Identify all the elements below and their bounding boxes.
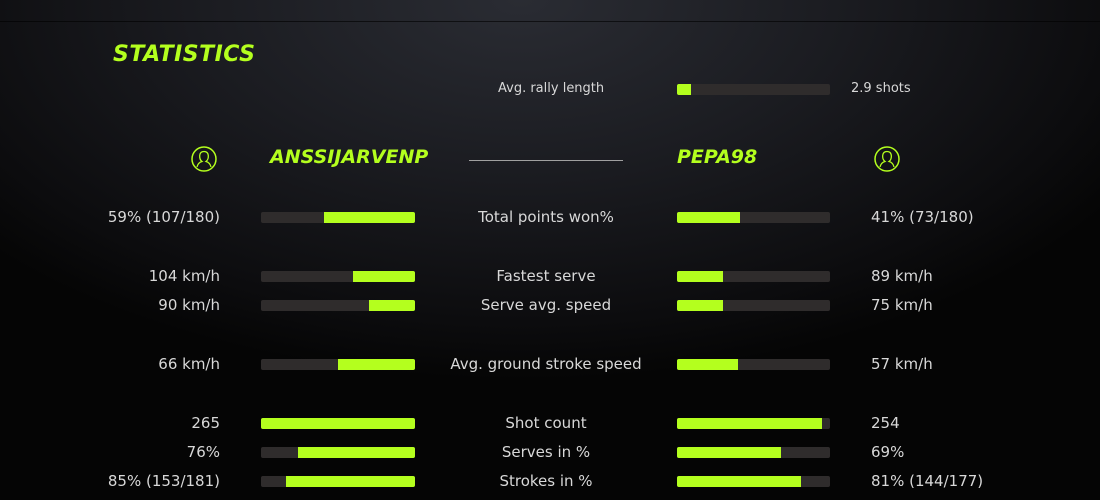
left-stat-value: 90 km/h (158, 296, 220, 314)
right-stat-value: 89 km/h (871, 267, 933, 285)
right-stat-value: 69% (871, 443, 905, 461)
stat-label: Strokes in % (499, 472, 593, 490)
right-stat-bar (677, 359, 830, 370)
right-stat-bar (677, 447, 830, 458)
left-stat-bar (261, 359, 415, 370)
left-stat-bar (261, 212, 415, 223)
left-stat-value: 76% (186, 443, 220, 461)
right-stat-bar-fill (677, 271, 723, 282)
right-stat-bar-fill (677, 476, 801, 487)
right-stat-value: 254 (871, 414, 900, 432)
left-stat-bar-fill (261, 418, 415, 429)
rally-bar (677, 84, 830, 95)
stat-label: Serves in % (501, 443, 591, 461)
left-stat-value: 59% (107/180) (107, 208, 220, 226)
stat-label: Shot count (505, 414, 587, 432)
right-stat-bar (677, 418, 830, 429)
stat-label: Serve avg. speed (480, 296, 612, 314)
stat-label: Avg. ground stroke speed (450, 355, 642, 373)
stat-label: Fastest serve (496, 267, 596, 285)
left-stat-bar (261, 476, 415, 487)
rally-value: 2.9 shots (851, 81, 911, 96)
left-stat-bar-fill (285, 476, 415, 487)
right-stat-value: 57 km/h (871, 355, 933, 373)
left-stat-value: 66 km/h (158, 355, 220, 373)
right-stat-value: 81% (144/177) (871, 472, 984, 490)
left-stat-value: 85% (153/181) (107, 472, 220, 490)
left-stat-value: 265 (191, 414, 220, 432)
right-stat-bar (677, 271, 830, 282)
header-divider (469, 160, 623, 161)
left-stat-bar-fill (297, 447, 415, 458)
rally-label: Avg. rally length (498, 81, 605, 96)
left-stat-value: 104 km/h (148, 267, 220, 285)
right-stat-value: 75 km/h (871, 296, 933, 314)
right-stat-bar (677, 300, 830, 311)
right-stat-bar-fill (677, 212, 740, 223)
left-stat-bar (261, 271, 415, 282)
user-icon (191, 146, 217, 172)
right-stat-bar-fill (677, 418, 823, 429)
left-stat-bar-fill (324, 212, 415, 223)
left-player-name: ANSSIJARVENP (270, 146, 429, 168)
right-player-name: PEPA98 (677, 146, 758, 168)
left-stat-bar (261, 447, 415, 458)
left-stat-bar (261, 418, 415, 429)
stat-label: Total points won% (478, 208, 614, 226)
left-stat-bar (261, 300, 415, 311)
right-stat-bar-fill (677, 447, 782, 458)
top-divider (0, 21, 1100, 22)
right-stat-bar (677, 476, 830, 487)
right-stat-bar (677, 212, 830, 223)
user-icon (874, 146, 900, 172)
right-stat-bar-fill (677, 359, 739, 370)
rally-bar-fill (677, 84, 691, 95)
left-stat-bar-fill (353, 271, 415, 282)
page-title: STATISTICS (113, 42, 256, 67)
left-stat-bar-fill (338, 359, 415, 370)
right-stat-value: 41% (73/180) (871, 208, 974, 226)
right-stat-bar-fill (677, 300, 723, 311)
left-stat-bar-fill (368, 300, 415, 311)
